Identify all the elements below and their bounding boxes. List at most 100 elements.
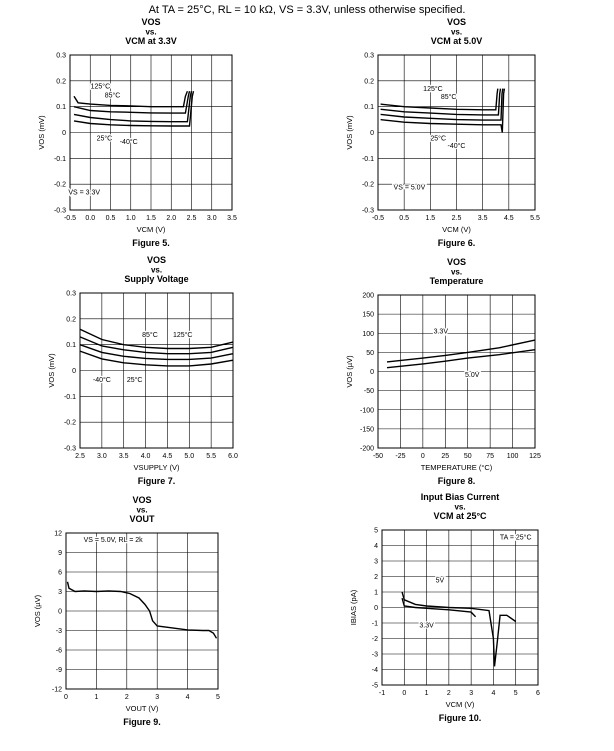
fig10-title-line: Input Bias Current: [421, 492, 500, 502]
fig5-y-tick-label: 0.1: [56, 104, 66, 111]
fig10-x-tick-label: 5: [514, 690, 518, 697]
fig9-series-line: [66, 581, 218, 639]
fig10-caption: Figure 10.: [439, 713, 482, 723]
fig9-x-axis-label: VOUT (V): [126, 704, 159, 713]
fig9-annotation: VS = 5.0V, RL = 2k: [84, 537, 144, 544]
fig6-y-tick-label: 0: [370, 130, 374, 137]
fig8-annotation: 3.3V: [434, 328, 449, 335]
fig10-y-tick-label: 1: [374, 590, 378, 597]
fig7-y-tick-label: 0.2: [66, 316, 76, 323]
fig8-y-tick-label: -150: [360, 426, 374, 433]
fig7-y-tick-label: 0.1: [66, 342, 76, 349]
fig7-annotation: 125°C: [173, 331, 193, 339]
fig6-x-tick-label: 0.5: [399, 215, 409, 222]
fig10-title-line: vs.: [454, 503, 465, 512]
fig8-x-tick-label: 0: [421, 453, 425, 460]
fig5-caption: Figure 5.: [132, 238, 170, 248]
fig7-x-tick-label: 3.0: [97, 453, 107, 460]
fig10-y-tick-label: 0: [374, 605, 378, 612]
fig7-series-line: [79, 350, 234, 367]
fig8-title-line: vs.: [451, 268, 462, 277]
fig9-y-tick-label: -9: [56, 667, 62, 674]
fig7-y-tick-label: 0: [72, 368, 76, 375]
fig9-x-tick-label: 5: [216, 694, 220, 701]
fig10-x-tick-label: 0: [402, 690, 406, 697]
fig8-y-tick-label: -50: [364, 388, 374, 395]
fig6-caption: Figure 6.: [438, 238, 476, 248]
fig10-x-tick-label: 2: [447, 690, 451, 697]
fig5-series-line: [73, 91, 195, 127]
fig7-x-tick-label: 3.5: [119, 453, 129, 460]
fig7-y-axis-label: VOS (mV): [47, 353, 56, 388]
fig10-y-tick-label: -1: [372, 621, 378, 628]
fig9-y-tick-label: -3: [56, 628, 62, 635]
fig10-y-tick-label: 2: [374, 574, 378, 581]
fig7-x-axis-label: VSUPPLY (V): [134, 463, 180, 472]
fig6-title-line: VOS: [447, 17, 466, 27]
fig7-plot-frame: [79, 292, 234, 449]
fig6-title-line: VCM at 5.0V: [431, 36, 483, 46]
fig5-title-line: vs.: [145, 28, 156, 37]
fig10-y-tick-label: -3: [372, 652, 378, 659]
fig9-x-tick-label: 3: [155, 694, 159, 701]
fig8-y-tick-label: -200: [360, 446, 374, 453]
fig6-y-axis-label: VOS (mV): [345, 115, 354, 150]
fig7-annotation: -40°C: [93, 376, 111, 384]
fig9-y-tick-label: 6: [58, 570, 62, 577]
fig6-y-tick-label: -0.1: [362, 156, 374, 163]
header: At TA = 25°C, RL = 10 kΩ, VS = 3.3V, unl…: [148, 4, 466, 16]
fig8-y-axis-label: VOS (µV): [345, 355, 354, 388]
fig5-title-line: VOS: [141, 17, 160, 27]
fig6-x-axis-label: VCM (V): [442, 225, 471, 234]
fig9-x-tick-label: 2: [125, 694, 129, 701]
fig6-y-tick-label: 0.2: [364, 78, 374, 85]
fig9-y-tick-label: -12: [52, 687, 62, 694]
fig7-y-tick-label: -0.2: [64, 420, 76, 427]
fig10-series-line: [401, 591, 517, 667]
fig5-x-tick-label: 3.5: [227, 215, 237, 222]
fig8-annotation: 5.0V: [465, 372, 480, 379]
fig8-x-axis-label: TEMPERATURE (°C): [421, 463, 493, 472]
fig10-plot-frame: [381, 529, 539, 686]
fig10-annotation: 5V: [436, 578, 445, 585]
fig6-annotation: 125°C: [423, 85, 443, 93]
fig5-y-tick-label: 0.2: [56, 78, 66, 85]
fig5-y-tick-label: -0.3: [54, 208, 66, 215]
fig9-y-tick-label: 0: [58, 609, 62, 616]
fig6-annotation: 25°C: [430, 134, 446, 142]
fig6-series-line: [380, 88, 504, 121]
fig10-title-line: VCM at 25°C: [433, 511, 487, 521]
fig9-plot-frame: [65, 532, 219, 690]
fig6-annotation: VS = 5.0V: [394, 184, 426, 191]
fig8-plot-frame: [377, 294, 536, 449]
fig5-title-line: VCM at 3.3V: [125, 36, 177, 46]
fig7-series-line: [79, 328, 234, 350]
fig6-title-line: vs.: [451, 28, 462, 37]
fig7-x-tick-label: 5.0: [184, 453, 194, 460]
fig7-y-tick-label: 0.3: [66, 291, 76, 298]
fig10-annotation: TA = 25°C: [500, 533, 532, 541]
fig10-y-tick-label: 3: [374, 559, 378, 566]
fig5-y-tick-label: -0.2: [54, 182, 66, 189]
fig7-x-tick-label: 4.0: [141, 453, 151, 460]
fig9-x-tick-label: 0: [64, 694, 68, 701]
fig10-y-tick-label: -5: [372, 683, 378, 690]
fig8-y-tick-label: 200: [362, 293, 374, 300]
fig9-caption: Figure 9.: [123, 717, 161, 727]
fig10-y-tick-label: 4: [374, 543, 378, 550]
fig6-y-tick-label: -0.3: [362, 208, 374, 215]
fig9-y-tick-label: 12: [54, 531, 62, 538]
fig10-annotation: 3.3V: [419, 623, 434, 630]
fig7-title-line: vs.: [151, 266, 162, 275]
fig5-x-tick-label: 3.0: [207, 215, 217, 222]
fig7-annotation: 25°C: [127, 376, 143, 384]
fig5-annotation: 125°C: [91, 83, 111, 91]
fig8-series-line: [386, 339, 536, 363]
fig5-x-tick-label: 1.0: [126, 215, 136, 222]
fig8-x-tick-label: 100: [507, 453, 519, 460]
fig7-series-line: [79, 344, 234, 361]
fig7-x-tick-label: 2.5: [75, 453, 85, 460]
fig5-annotation: -40°C: [120, 138, 138, 146]
fig6-y-tick-label: 0.3: [364, 53, 374, 60]
fig9-y-tick-label: 3: [58, 589, 62, 596]
